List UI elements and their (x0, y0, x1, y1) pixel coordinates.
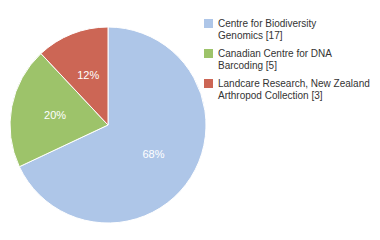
html-text:Centre for Biodiversity Genomi: Centre for Biodiversity Genomics [17] (218, 18, 317, 41)
html-text:Landcare Research, New Zealand: Landcare Research, New Zealand Arthropod… (218, 78, 370, 101)
html-text:Canadian Centre for DNA Barcod: Canadian Centre for DNA Barcoding [5] (218, 48, 332, 71)
svg-text:12%: 12% (77, 69, 99, 81)
svg-text:68%: 68% (142, 148, 164, 160)
svg-text:20%: 20% (44, 109, 66, 121)
